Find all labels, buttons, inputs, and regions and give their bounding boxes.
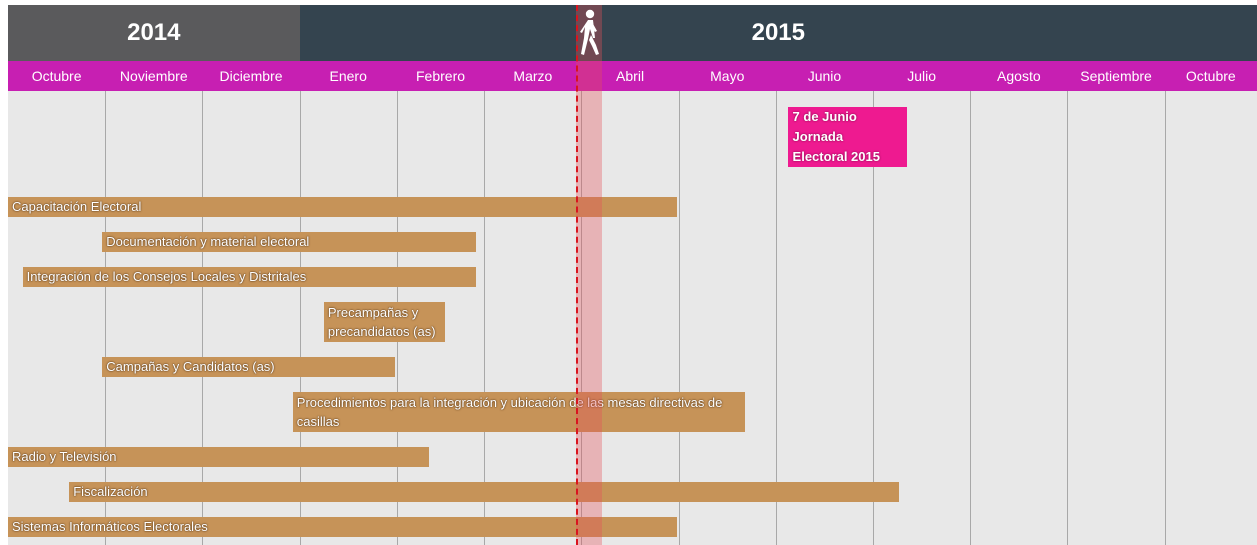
month-label: Abril [616,68,645,84]
month-gridline [484,91,485,545]
task-bar: Fiscalización [69,482,900,502]
today-band [575,5,602,545]
task-bar: Precampañas y precandidatos (as) [323,302,445,342]
month-gridline [300,91,301,545]
month-label: Agosto [997,68,1041,84]
today-line [575,5,578,545]
month-gridline [105,91,106,545]
annotation-line: 7 de Junio [792,109,857,124]
month-gridline [1165,91,1166,545]
task-bar: Integración de los Consejos Locales y Di… [22,267,476,287]
month-label: Marzo [513,68,553,84]
month-label: Junio [807,68,842,84]
walking-person-svg [579,9,599,55]
month-label: Enero [329,68,367,84]
month-gridline [970,91,971,545]
task-bar: Documentación y material electoral [102,232,476,252]
month-label: Noviembre [119,68,188,84]
annotation-box: 7 de Junio Jornada Electoral 2015 [787,107,908,167]
month-label: Mayo [710,68,745,84]
month-gridline [1067,91,1068,545]
month-gridline [679,91,680,545]
annotation-line: Jornada [792,129,844,144]
task-bar: Capacitación Electoral [8,197,677,217]
month-header: Octubre Noviembre Diciembre Enero Febrero Mar… [8,61,1257,91]
task-bar: Campañas y Candidatos (as) [102,357,395,377]
month-gridline [202,91,203,545]
year-label-2015: 2015 [299,5,1257,61]
plot-area [8,91,1257,545]
month-gridline [581,91,582,545]
month-label: Diciembre [219,68,283,84]
annotation-line: Electoral 2015 [792,149,880,164]
month-label: Septiembre [1080,68,1152,84]
task-bar: Radio y Televisión [8,447,430,467]
month-label: Julio [907,68,937,84]
month-gridline [776,91,777,545]
task-bar: Sistemas Informáticos Electorales [8,517,677,537]
task-bar: Procedimientos para la integración y ubi… [292,392,745,432]
month-gridline [873,91,874,545]
month-label: Febrero [416,68,466,84]
walking-person-icon [576,5,602,61]
month-label: Octubre [31,68,82,84]
month-label: Octubre [1185,68,1236,84]
year-label-2014: 2014 [8,5,300,61]
